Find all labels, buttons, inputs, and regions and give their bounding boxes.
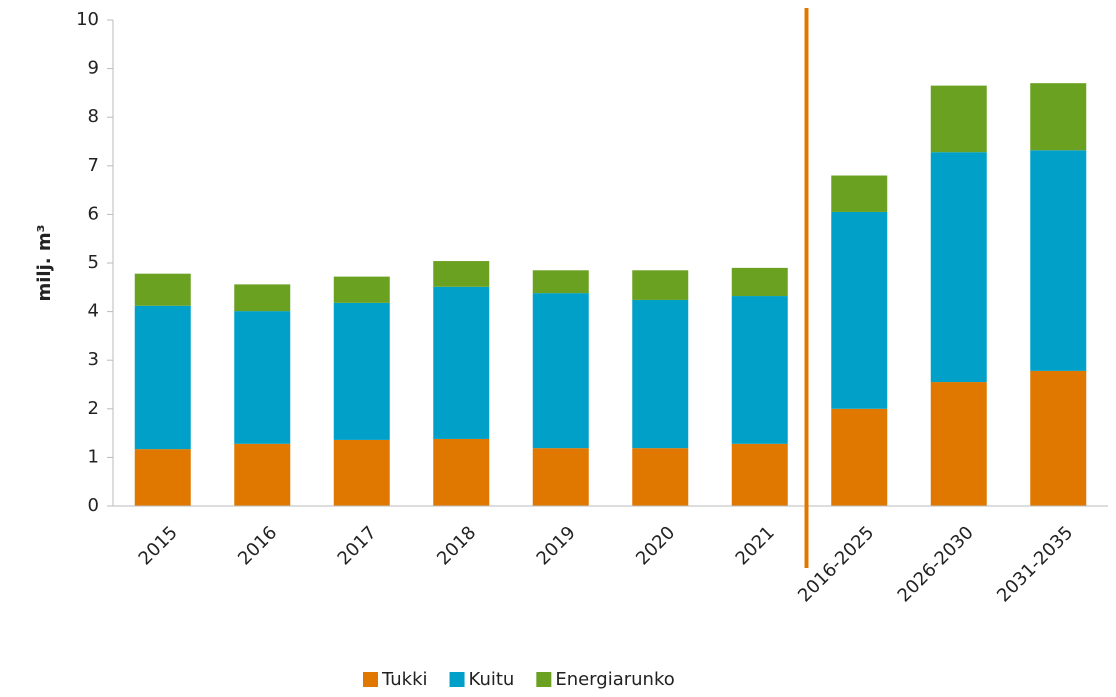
- bar-segment: [1030, 83, 1087, 151]
- legend-swatch: [449, 672, 465, 687]
- bar-segment: [831, 175, 888, 212]
- bar-segment: [433, 286, 490, 439]
- legend-label: Kuitu: [469, 669, 515, 690]
- x-tick-label: 2019: [533, 522, 580, 569]
- bar-segment: [333, 302, 390, 440]
- bar-segment: [134, 273, 191, 306]
- bar-segment: [831, 408, 888, 506]
- bar-segment: [731, 443, 788, 506]
- bar-segment: [930, 382, 987, 506]
- x-tick-label: 2020: [632, 522, 679, 569]
- bar-segment: [731, 267, 788, 297]
- y-tick-label: 9: [88, 58, 99, 79]
- x-tick-label: 2017: [334, 522, 381, 569]
- bar-segment: [234, 443, 291, 506]
- bar-segment: [930, 85, 987, 153]
- legend-swatch: [363, 672, 378, 687]
- bar-segment: [1030, 370, 1087, 506]
- y-axis-label: milj. m³: [34, 224, 55, 301]
- bar-segment: [632, 299, 689, 449]
- legend-label: Energiarunko: [555, 669, 674, 690]
- bar-segment: [831, 211, 888, 409]
- x-tick-label: 2015: [135, 522, 182, 569]
- x-tick-label: 2031-2035: [993, 522, 1077, 606]
- y-tick-label: 5: [88, 252, 99, 273]
- y-tick-label: 0: [88, 495, 99, 516]
- legend-swatch: [536, 672, 552, 687]
- x-tick-label: 2021: [732, 522, 779, 569]
- bar-segment: [532, 293, 589, 449]
- bar-segment: [632, 270, 689, 300]
- legend-label: Tukki: [381, 669, 428, 690]
- y-tick-label: 7: [88, 155, 99, 176]
- bar-segment: [333, 276, 390, 303]
- y-tick-label: 8: [88, 106, 99, 127]
- bar-segment: [333, 439, 390, 506]
- y-tick-label: 6: [88, 203, 99, 224]
- y-tick-label: 2: [88, 398, 99, 419]
- y-tick-label: 4: [88, 301, 99, 322]
- bar-segment: [532, 448, 589, 506]
- bar-segment: [234, 311, 291, 444]
- bar-segment: [234, 284, 291, 312]
- y-tick-label: 10: [76, 9, 99, 30]
- bar-segment: [532, 270, 589, 294]
- bar-segment: [134, 305, 191, 450]
- x-tick-label: 2016: [234, 522, 281, 569]
- bar-segment: [930, 152, 987, 383]
- bar-segment: [433, 438, 490, 506]
- x-tick-label: 2026-2030: [894, 522, 978, 606]
- bar-segment: [731, 296, 788, 444]
- y-tick-label: 3: [88, 349, 99, 370]
- bar-segment: [433, 261, 490, 287]
- y-tick-label: 1: [88, 446, 99, 467]
- bar-segment: [632, 448, 689, 506]
- bar-segment: [134, 449, 191, 506]
- x-tick-label: 2018: [433, 522, 480, 569]
- bar-segment: [1030, 150, 1087, 371]
